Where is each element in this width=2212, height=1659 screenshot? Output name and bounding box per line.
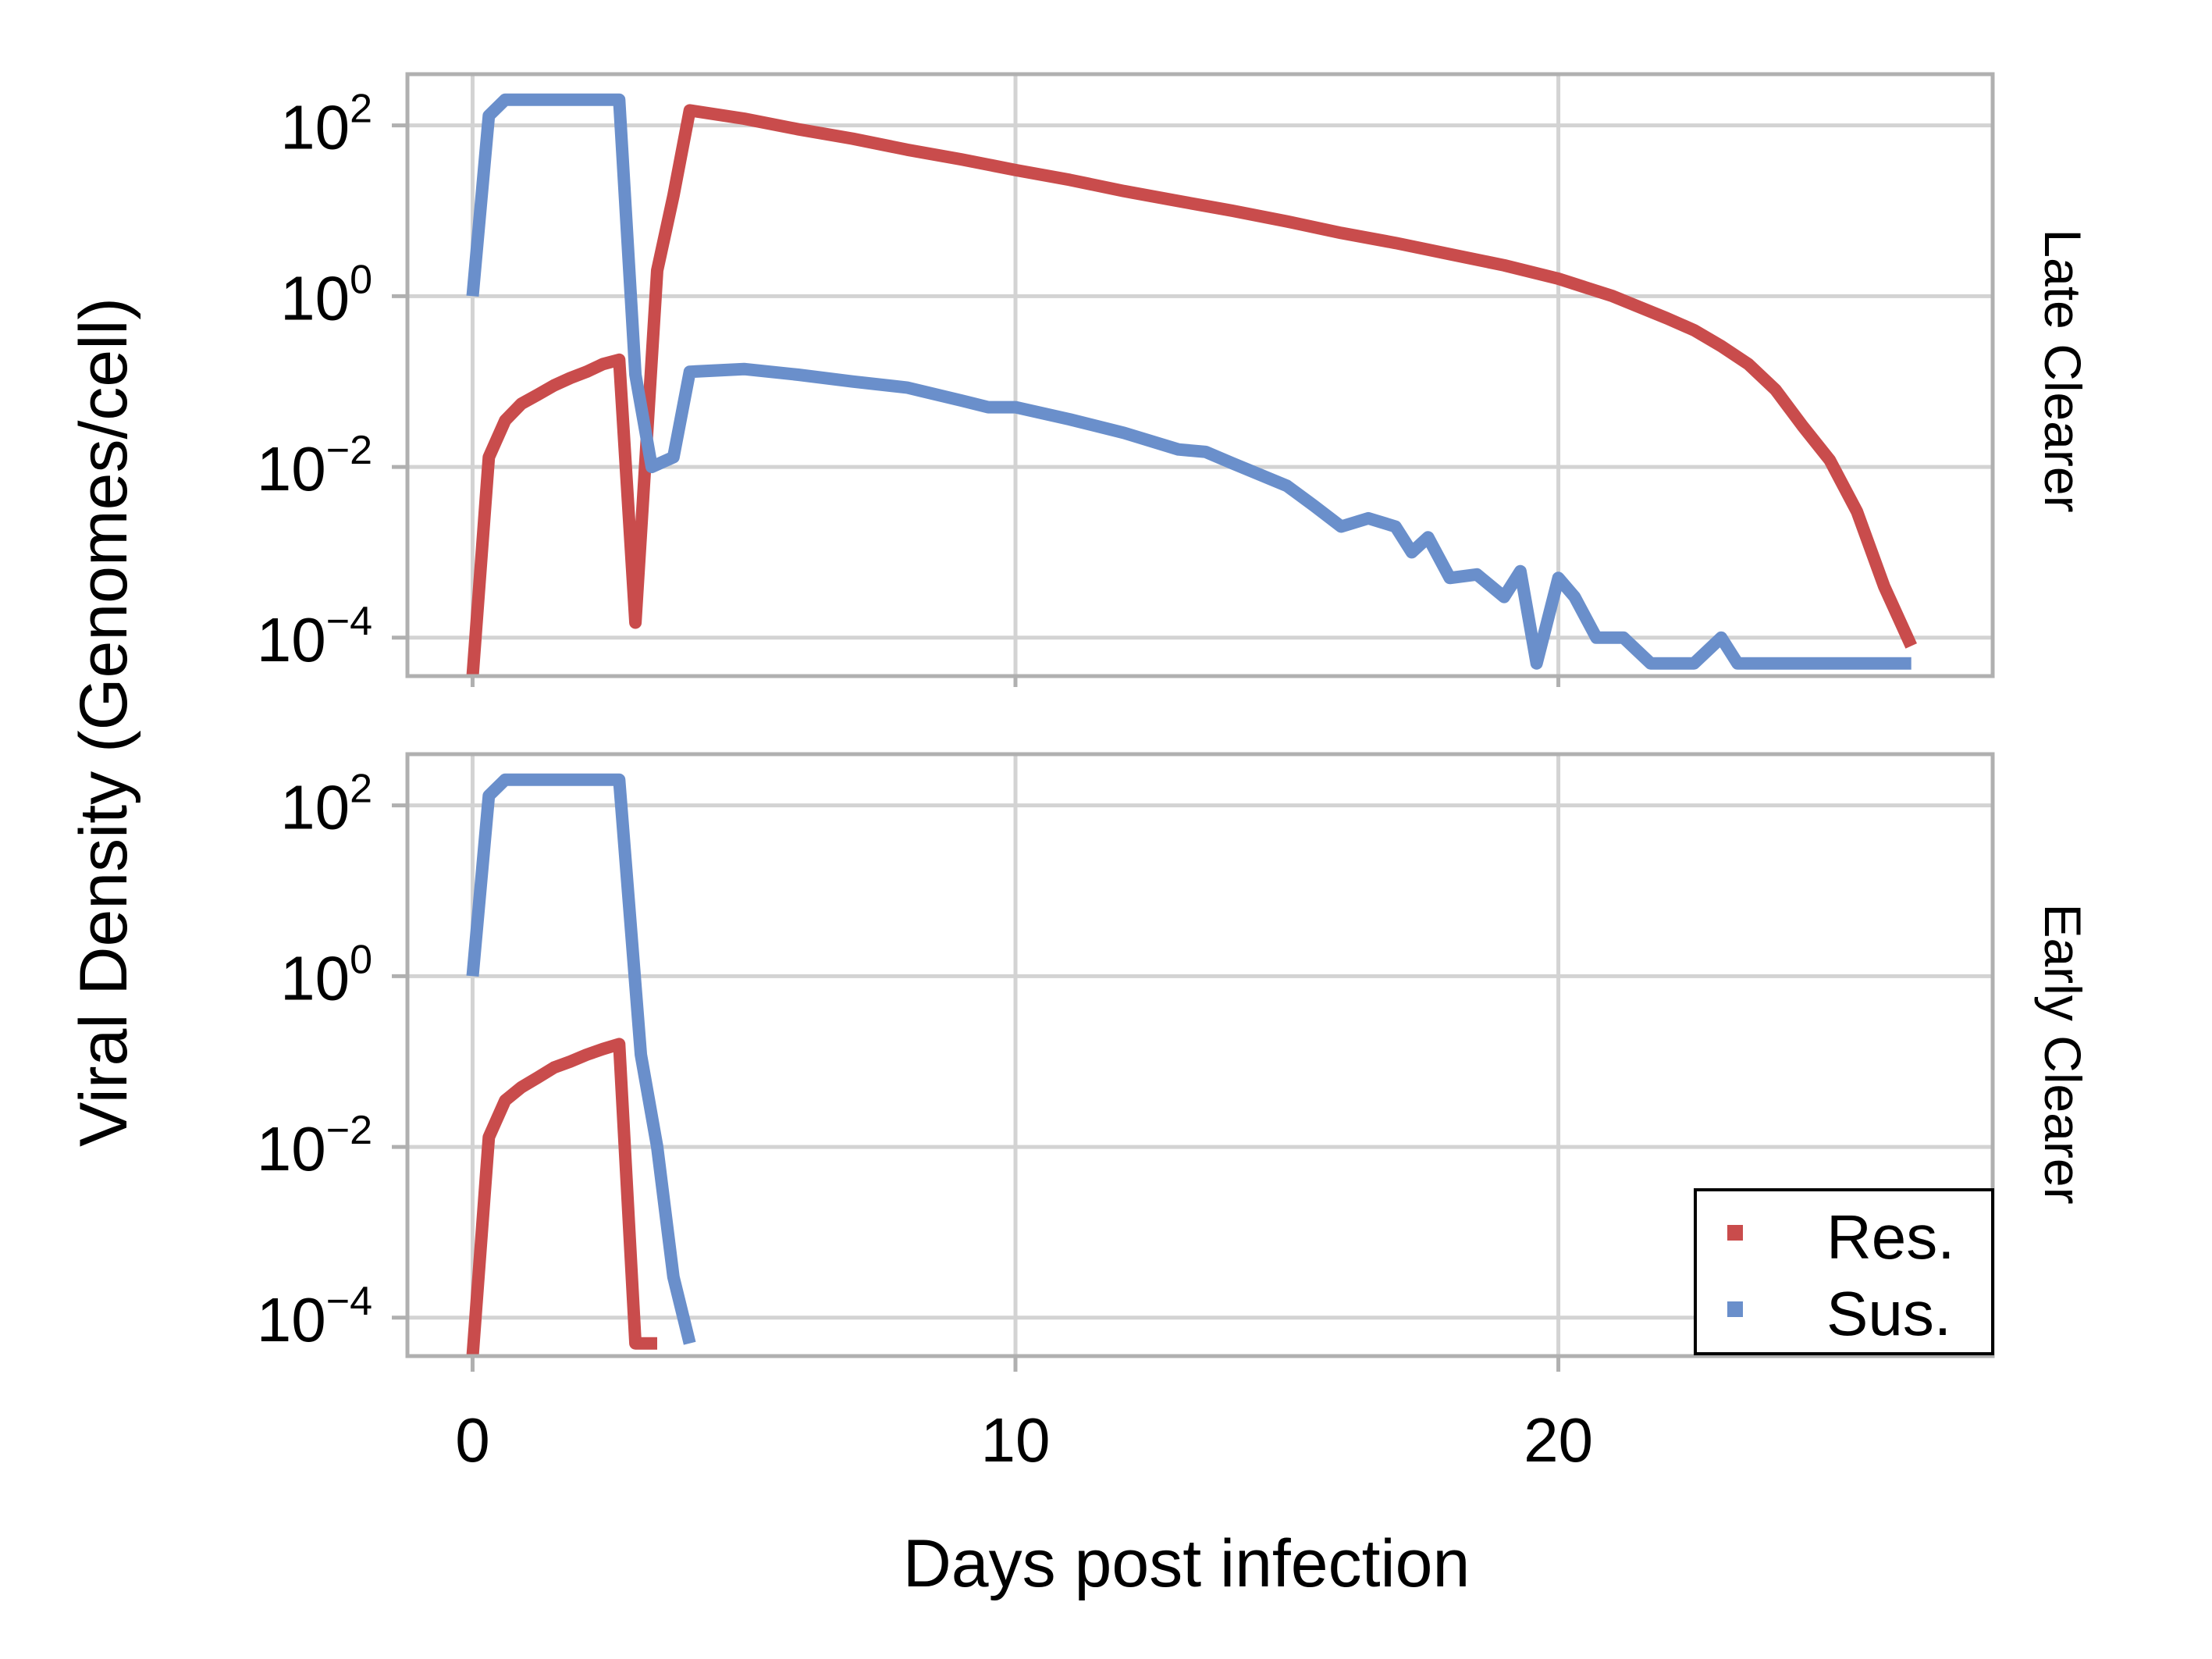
y-tick-label: 100: [280, 937, 372, 1013]
x-tick-label: 0: [455, 1405, 490, 1475]
legend-swatch-res: [1727, 1225, 1743, 1241]
y-tick-label: 10−4: [257, 599, 372, 675]
series-line-sus: [466, 773, 696, 1345]
legend: Res. Sus.: [1694, 1188, 1994, 1355]
y-tick-label: 10−2: [257, 428, 372, 504]
series-line-sus: [466, 93, 1911, 670]
facet-label-late-clearer: Late Clearer: [2034, 229, 2092, 512]
y-tick-label: 10−4: [257, 1279, 372, 1355]
y-tick-label: 102: [280, 87, 372, 162]
series-line-res: [466, 104, 1917, 676]
series-line-res: [466, 1038, 657, 1356]
panel-early-clearer: 102 100 10−2 10−4: [257, 752, 1995, 1358]
x-axis-title: Days post infection: [903, 1526, 1471, 1601]
facet-label-early-clearer: Early Clearer: [2034, 903, 2092, 1204]
y-tick-label: 102: [280, 767, 372, 842]
legend-swatch-sus: [1727, 1301, 1743, 1317]
legend-label-res: Res.: [1826, 1202, 1955, 1272]
legend-box: [1694, 1188, 1994, 1355]
legend-label-sus: Sus.: [1826, 1279, 1951, 1348]
x-tick-labels: 0 10 20: [455, 1356, 1593, 1475]
x-tick-label: 20: [1524, 1405, 1593, 1475]
panel-border: [405, 72, 1995, 678]
y-tick-label: 10−2: [257, 1108, 372, 1184]
x-tick-label: 10: [981, 1405, 1051, 1475]
panel-border: [405, 752, 1995, 1358]
panel-late-clearer: 102 100 10−2 10−4: [257, 72, 1995, 687]
y-tick-label: 100: [280, 257, 372, 333]
y-axis-title: Viral Density (Genomes/cell): [66, 297, 141, 1147]
